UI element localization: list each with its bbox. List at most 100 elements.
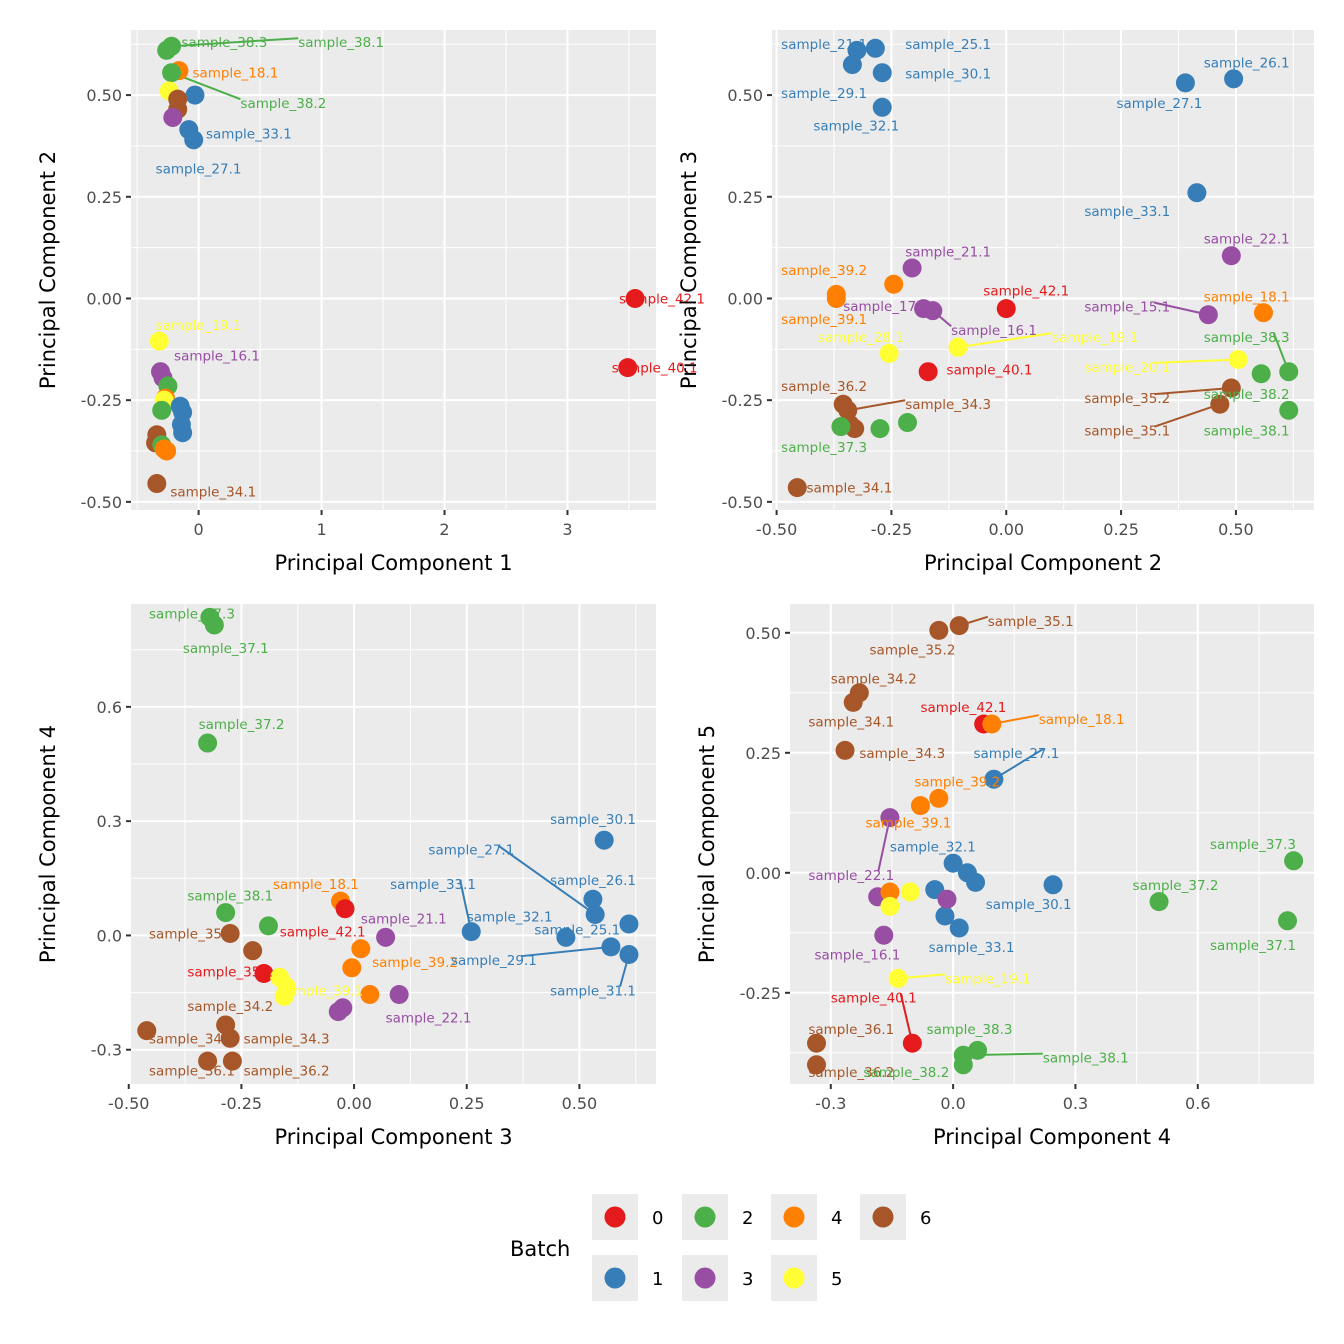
data-point xyxy=(872,97,892,117)
data-point xyxy=(618,358,638,378)
point-label: sample_36.2 xyxy=(808,1065,894,1081)
point-markers xyxy=(787,38,1299,498)
point-label: sample_36.1 xyxy=(149,1064,235,1080)
legend-label: 0 xyxy=(652,1208,663,1229)
legend-item-batch-4: 4 xyxy=(771,1194,842,1240)
point-label: sample_36.2 xyxy=(244,1064,330,1080)
point-label: sample_40.1 xyxy=(831,991,917,1007)
data-point xyxy=(929,620,949,640)
x-axis: -0.3 0.0 0.3 0.6 xyxy=(815,1084,1211,1113)
point-label: sample_38.2 xyxy=(863,1065,949,1081)
legend-dot-icon xyxy=(872,1206,894,1228)
x-tick-label: 0.00 xyxy=(336,1094,372,1113)
point-label: sample_39.2 xyxy=(914,775,1000,791)
data-point xyxy=(162,36,182,56)
x-tick-label: -0.50 xyxy=(756,520,797,539)
data-point xyxy=(328,1002,348,1022)
data-point xyxy=(953,1055,973,1075)
point-label: sample_40.1 xyxy=(947,363,1033,379)
label-leader-line xyxy=(171,37,299,48)
point-label: sample_27.1 xyxy=(428,843,514,859)
y-tick-label: 0.6 xyxy=(97,698,122,717)
point-label: sample_39.2 xyxy=(372,955,458,971)
y-axis-title: Principal Component 4 xyxy=(36,725,60,963)
point-label: sample_17.1 xyxy=(843,299,929,315)
data-point xyxy=(879,343,899,363)
data-point xyxy=(880,882,900,902)
points: sample_38.3 sample_38.1 sample_18.1 sample_… xyxy=(146,35,705,501)
point-label: sample_38.2 xyxy=(240,96,326,112)
point-label: sample_37.2 xyxy=(199,717,285,733)
label-leader-line xyxy=(1154,386,1232,396)
point-label: sample_35.2 xyxy=(187,965,273,981)
label-leader-line xyxy=(520,945,612,958)
point-label: sample_34.1 xyxy=(170,485,256,501)
data-point xyxy=(360,984,380,1004)
point-label: sample_35.1 xyxy=(149,927,235,943)
point-label: sample_34.1 xyxy=(806,481,892,497)
data-point xyxy=(594,830,614,850)
y-tick-label: -0.25 xyxy=(722,391,763,410)
y-tick-label: -0.25 xyxy=(81,391,122,410)
data-point xyxy=(198,1051,218,1071)
data-point xyxy=(1279,400,1299,420)
data-point xyxy=(807,1055,827,1075)
data-point xyxy=(1198,305,1218,325)
point-label: sample_33.1 xyxy=(1084,204,1170,220)
y-axis-title: Principal Component 3 xyxy=(677,151,701,389)
label-leader-line xyxy=(957,332,1053,349)
point-label: sample_38.3 xyxy=(1204,330,1290,346)
point-markers xyxy=(807,616,1304,1075)
point-label: sample_37.1 xyxy=(183,641,269,657)
data-point xyxy=(258,916,278,936)
x-tick-label: 0.25 xyxy=(1103,520,1139,539)
y-tick-label: 0.50 xyxy=(745,624,781,643)
y-tick-label: 0.25 xyxy=(745,744,781,763)
data-point xyxy=(843,692,863,712)
point-label: sample_21.1 xyxy=(905,245,991,261)
point-label: sample_40.1 xyxy=(612,361,698,377)
point-label: sample_42.1 xyxy=(983,283,1069,299)
data-point xyxy=(918,362,938,382)
point-label: sample_37.2 xyxy=(1133,878,1219,894)
point-label: sample_36.1 xyxy=(808,1022,894,1038)
y-tick-label: -0.50 xyxy=(722,493,763,512)
data-point xyxy=(601,937,621,957)
point-label: sample_26.1 xyxy=(550,873,636,889)
point-label: sample_26.1 xyxy=(1204,56,1290,72)
data-point xyxy=(1279,362,1299,382)
data-point xyxy=(884,274,904,294)
data-point xyxy=(842,55,862,75)
point-labels: sample_38.3 sample_38.1 sample_18.1 sample_… xyxy=(156,35,705,500)
data-point xyxy=(1251,364,1271,384)
data-point xyxy=(1175,73,1195,93)
legend-label: 4 xyxy=(831,1208,842,1229)
x-axis-title: Principal Component 4 xyxy=(933,1125,1171,1149)
point-label: sample_33.1 xyxy=(390,877,476,893)
point-label: sample_38.3 xyxy=(181,35,267,51)
y-tick-label: 0.25 xyxy=(727,188,763,207)
point-label: sample_18.1 xyxy=(273,877,359,893)
point-label: sample_34.2 xyxy=(187,999,273,1015)
point-label: sample_19.1 xyxy=(1052,330,1138,346)
point-label: sample_33.1 xyxy=(206,127,292,143)
point-label: sample_37.3 xyxy=(149,607,235,623)
points: sample_35.1sample_35.2sample_34.2sample_… xyxy=(807,614,1304,1081)
data-point xyxy=(880,808,900,828)
data-point xyxy=(880,896,900,916)
point-label: sample_27.1 xyxy=(156,161,242,177)
point-label: sample_22.1 xyxy=(808,868,894,884)
point-label: sample_37.3 xyxy=(781,440,867,456)
data-point xyxy=(902,1033,922,1053)
legend-dot-icon xyxy=(694,1267,716,1289)
legend-dot-icon xyxy=(694,1206,716,1228)
point-label: sample_20.1 xyxy=(1084,360,1170,376)
y-axis: -0.3 0.0 0.3 0.6 xyxy=(91,698,131,1060)
data-point xyxy=(1284,851,1304,871)
point-label: sample_19.1 xyxy=(156,318,242,334)
data-point xyxy=(935,906,955,926)
label-leader-line xyxy=(1154,403,1221,428)
data-point xyxy=(220,1028,240,1048)
data-point xyxy=(835,740,855,760)
point-label: sample_38.1 xyxy=(1043,1051,1129,1067)
